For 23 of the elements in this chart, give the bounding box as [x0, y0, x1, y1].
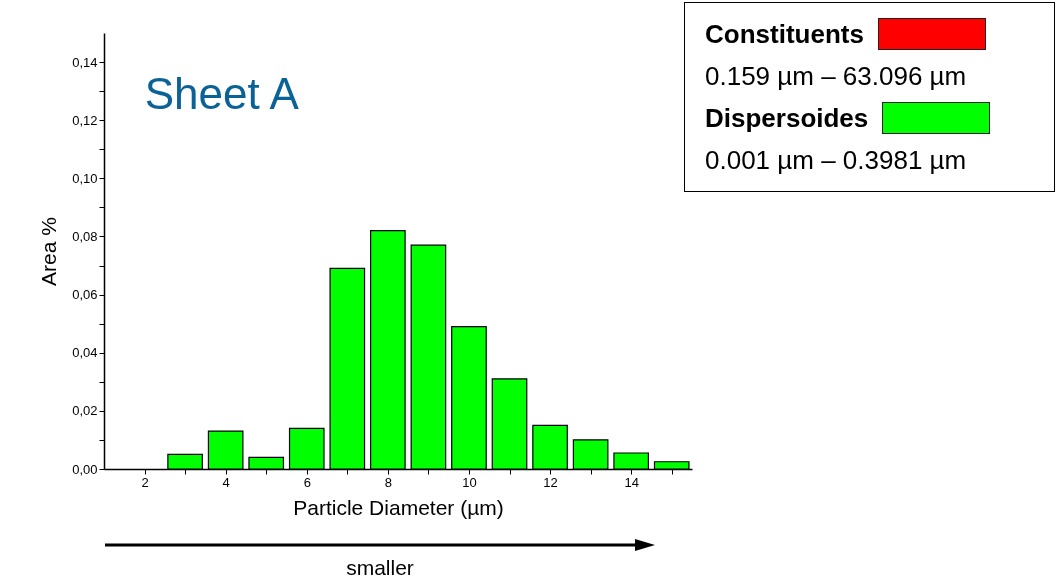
text: Sheet A — [144, 69, 300, 118]
y-tick-label: 0,00 — [72, 461, 98, 477]
y-axis-title: Area % — [37, 217, 61, 286]
x-tick-label: 8 — [384, 474, 392, 490]
legend-label: Constituents — [705, 18, 864, 50]
x-tick-label: 12 — [543, 474, 558, 490]
y-tick-label: 0,06 — [72, 287, 98, 303]
text: 0.159 µm – 63.096 µm — [705, 60, 968, 93]
y-tick-label: 0,12 — [72, 112, 98, 128]
text: 0.001 µm – 0.3981 µm — [705, 144, 968, 177]
x-tick-label: 2 — [141, 474, 149, 490]
x-tick-label: 6 — [303, 474, 311, 490]
y-tick-label: 0,14 — [72, 54, 98, 70]
legend-label: Dispersoides — [705, 102, 869, 134]
text: smaller — [345, 556, 415, 580]
x-axis-title: Particle Diameter (µm) — [293, 495, 504, 519]
y-tick-label: 0,08 — [72, 228, 98, 244]
y-tick-label: 0,10 — [72, 170, 98, 186]
x-tick-label: 14 — [624, 474, 639, 490]
x-tick-label: 4 — [222, 474, 230, 490]
x-tick-label: 10 — [462, 474, 477, 490]
y-tick-label: 0,02 — [72, 403, 98, 419]
y-tick-label: 0,04 — [72, 345, 98, 361]
